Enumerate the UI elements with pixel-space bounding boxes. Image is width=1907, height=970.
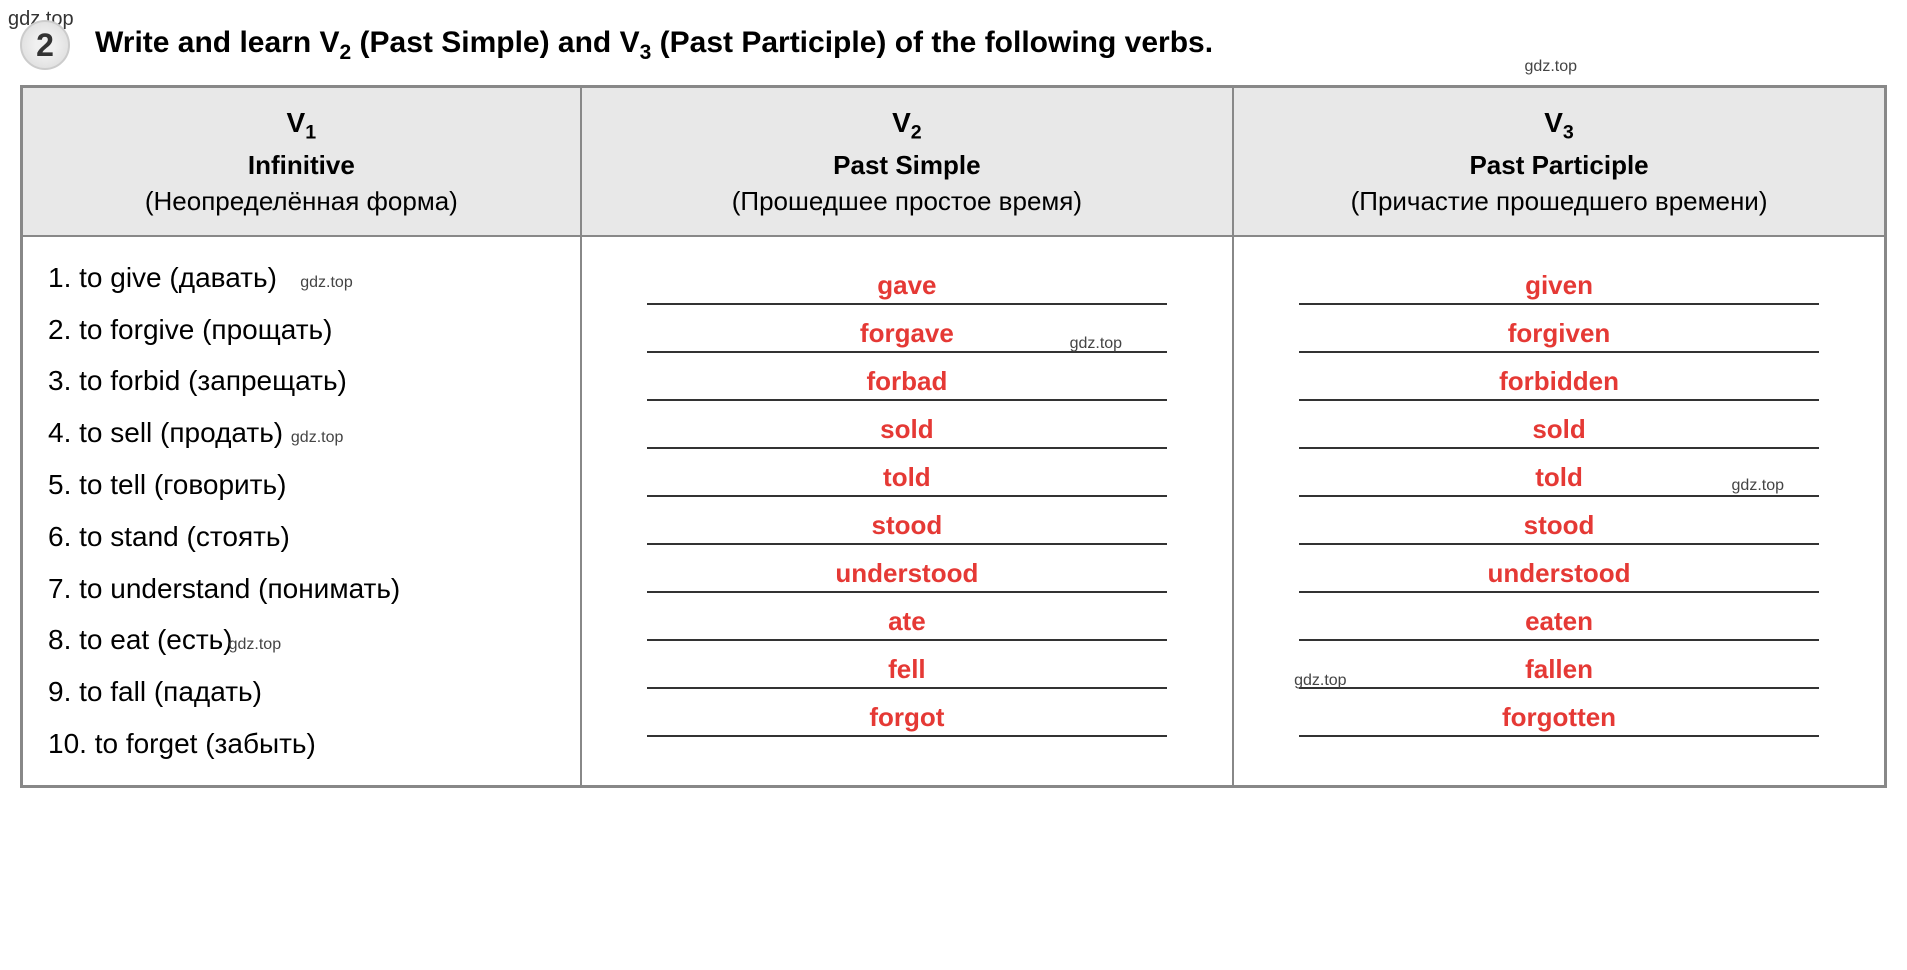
past-participle-answer: stood bbox=[1299, 497, 1819, 545]
answer-text: stood bbox=[872, 510, 943, 541]
past-simple-answer: forgot bbox=[647, 689, 1167, 737]
answer-text: fell bbox=[888, 654, 926, 685]
header-v2: V2 Past Simple (Прошедшее простое время) bbox=[581, 87, 1233, 236]
past-participle-answer: forgotten bbox=[1299, 689, 1819, 737]
past-participle-answer: forgiven bbox=[1299, 305, 1819, 353]
watermark-v3b: gdz.top bbox=[1294, 672, 1346, 690]
infinitive-item: 4. to sell (продать) gdz.top bbox=[48, 407, 555, 459]
answer-text: forbad bbox=[866, 366, 947, 397]
answer-text: sold bbox=[880, 414, 933, 445]
answer-text: gave bbox=[877, 270, 936, 301]
answer-text: eaten bbox=[1525, 606, 1593, 637]
answer-text: fallen bbox=[1525, 654, 1593, 685]
exercise-title: Write and learn V2 (Past Simple) and V3 … bbox=[95, 26, 1213, 65]
header-v1: V1 Infinitive (Неопределённая форма) bbox=[22, 87, 581, 236]
past-simple-answer: forbad bbox=[647, 353, 1167, 401]
infinitive-item: 8. to eat (есть)gdz.top bbox=[48, 614, 555, 666]
past-simple-answer: fell bbox=[647, 641, 1167, 689]
header-v3: V3 Past Participle (Причастие прошедшего… bbox=[1233, 87, 1885, 236]
answer-text: forgot bbox=[869, 702, 944, 733]
answer-text: forgotten bbox=[1502, 702, 1616, 733]
answer-text: forgave bbox=[860, 318, 954, 349]
answer-text: stood bbox=[1524, 510, 1595, 541]
answer-text: ate bbox=[888, 606, 926, 637]
past-simple-answer: understood bbox=[647, 545, 1167, 593]
exercise-container: 2 Write and learn V2 (Past Simple) and V… bbox=[20, 20, 1887, 788]
past-simple-answer: ate bbox=[647, 593, 1167, 641]
answer-text: given bbox=[1525, 270, 1593, 301]
past-simple-answer: sold bbox=[647, 401, 1167, 449]
past-participle-answer: fallen bbox=[1299, 641, 1819, 689]
infinitive-item: 7. to understand (понимать) bbox=[48, 563, 555, 615]
infinitive-item: 9. to fall (падать) bbox=[48, 666, 555, 718]
exercise-number-badge: 2 bbox=[20, 20, 70, 70]
infinitive-item: 6. to stand (стоять) bbox=[48, 511, 555, 563]
infinitive-item: 1. to give (давать) gdz.top bbox=[48, 252, 555, 304]
answer-text: forbidden bbox=[1499, 366, 1619, 397]
infinitive-item: 5. to tell (говорить) bbox=[48, 459, 555, 511]
title-row: 2 Write and learn V2 (Past Simple) and V… bbox=[20, 20, 1887, 70]
infinitive-item: 10. to forget (забыть) bbox=[48, 718, 555, 770]
answer-text: told bbox=[883, 462, 931, 493]
past-participle-answer: eaten bbox=[1299, 593, 1819, 641]
answer-text: told bbox=[1535, 462, 1583, 493]
past-participle-answer: forbidden bbox=[1299, 353, 1819, 401]
table-header-row: V1 Infinitive (Неопределённая форма) V2 … bbox=[22, 87, 1886, 236]
verbs-table: V1 Infinitive (Неопределённая форма) V2 … bbox=[20, 85, 1887, 788]
past-participle-answer: sold bbox=[1299, 401, 1819, 449]
answer-text: sold bbox=[1532, 414, 1585, 445]
watermark-v2: gdz.top bbox=[1070, 335, 1122, 353]
infinitive-cell: 1. to give (давать) gdz.top2. to forgive… bbox=[22, 236, 581, 786]
infinitive-item: 2. to forgive (прощать) bbox=[48, 304, 555, 356]
watermark-title: gdz.top bbox=[1525, 58, 1577, 76]
past-simple-cell: gave forgave forbad sold told stood understood… bbox=[581, 236, 1233, 786]
past-participle-answer: understood bbox=[1299, 545, 1819, 593]
watermark-v3a: gdz.top bbox=[1732, 477, 1784, 495]
infinitive-item: 3. to forbid (запрещать) bbox=[48, 355, 555, 407]
past-simple-answer: told bbox=[647, 449, 1167, 497]
past-simple-answer: gave bbox=[647, 257, 1167, 305]
answer-text: understood bbox=[835, 558, 978, 589]
answer-text: forgiven bbox=[1508, 318, 1611, 349]
answer-text: understood bbox=[1488, 558, 1631, 589]
past-participle-cell: given forgiven forbidden sold told stood under… bbox=[1233, 236, 1885, 786]
past-participle-answer: given bbox=[1299, 257, 1819, 305]
past-simple-answer: stood bbox=[647, 497, 1167, 545]
table-body-row: 1. to give (давать) gdz.top2. to forgive… bbox=[22, 236, 1886, 786]
